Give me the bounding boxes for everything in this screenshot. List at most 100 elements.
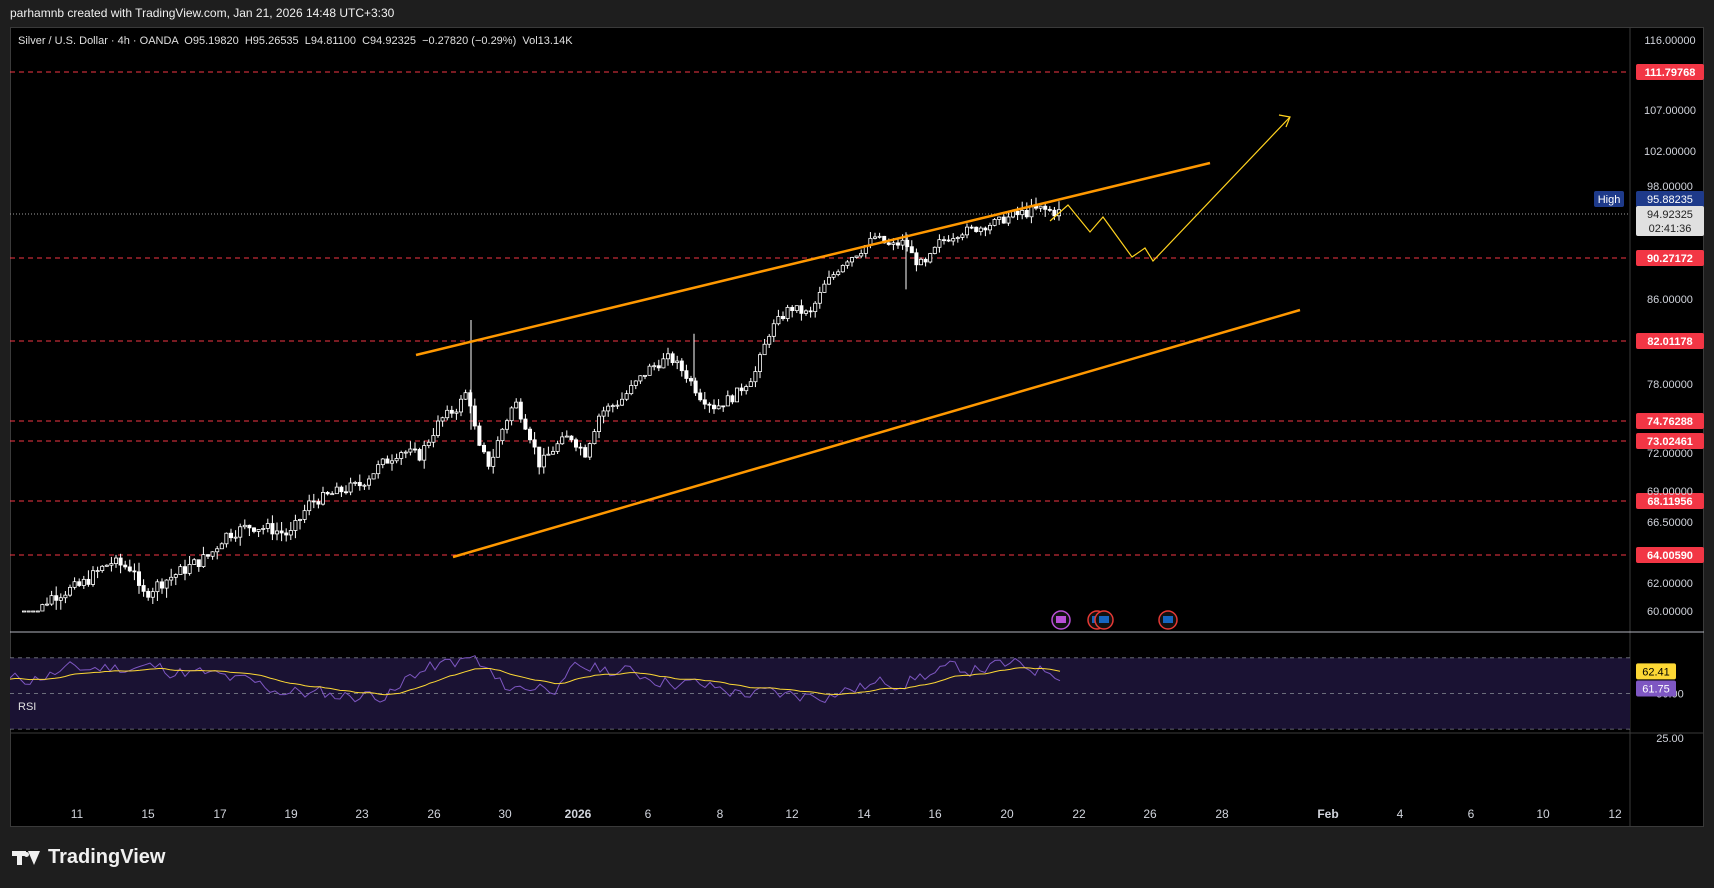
symbol-name[interactable]: Silver / U.S. Dollar · 4h · OANDA <box>18 35 179 47</box>
candle-body <box>877 235 882 238</box>
candle-body <box>873 236 878 239</box>
candle-body <box>942 239 947 242</box>
candle-body <box>307 500 312 512</box>
candle-body <box>325 492 330 495</box>
candle-body <box>454 411 459 414</box>
candle-body <box>1043 205 1048 210</box>
candle-body <box>251 527 256 532</box>
candle-body <box>716 405 721 410</box>
candle-body <box>426 441 431 447</box>
candle-body <box>560 436 565 445</box>
candle-body <box>100 565 105 571</box>
candle-body <box>228 532 233 539</box>
candle-body <box>233 536 238 539</box>
candle-body <box>261 528 266 530</box>
time-axis-tick: 6 <box>1468 807 1475 821</box>
candle-body <box>992 219 997 226</box>
candle-body <box>854 255 859 258</box>
candle-body <box>647 365 652 376</box>
time-axis-tick: 10 <box>1536 807 1550 821</box>
candle-body <box>91 570 96 585</box>
candle-body <box>49 595 54 605</box>
rsi-line <box>10 655 1061 704</box>
rsi-ma-line <box>10 667 1061 696</box>
level-price-tag <box>1636 547 1704 563</box>
candle-body <box>288 530 293 536</box>
candle-body <box>339 486 344 493</box>
candle-body <box>721 405 726 408</box>
candle-body <box>224 532 229 545</box>
candle-body <box>528 428 533 441</box>
candle-body <box>1006 216 1011 224</box>
candle-body <box>804 310 809 314</box>
candle-body <box>817 292 822 304</box>
candle-body <box>850 257 855 263</box>
candle-body <box>597 415 602 432</box>
candle-body <box>955 237 960 239</box>
candle-body <box>247 524 252 529</box>
candle-body <box>270 523 275 535</box>
candle-body <box>983 227 988 231</box>
candle-body <box>978 227 983 232</box>
candle-body <box>739 387 744 392</box>
level-price-tag <box>1636 493 1704 509</box>
rsi-value-label: 61.75 <box>1642 684 1670 696</box>
candle-body <box>532 439 537 448</box>
candle-body <box>196 559 201 567</box>
level-price-tag <box>1636 433 1704 449</box>
candle-body <box>137 571 142 586</box>
candle-body <box>242 524 247 528</box>
candle-body <box>781 316 786 320</box>
candle-body <box>362 484 367 487</box>
candle-body <box>389 460 394 464</box>
time-axis-tick: 26 <box>427 807 441 821</box>
candle-body <box>150 591 155 598</box>
candle-body <box>219 543 224 550</box>
time-axis-tick: 19 <box>284 807 298 821</box>
candle-body <box>504 420 509 430</box>
price-axis-tick: 66.50000 <box>1647 517 1693 529</box>
candle-body <box>794 305 799 312</box>
candle-body <box>123 564 128 568</box>
channel-lower-line <box>452 308 1301 559</box>
current-price-tag <box>1636 206 1704 236</box>
price-axis-tick: 116.00000 <box>1644 35 1695 47</box>
time-axis-tick: 20 <box>1000 807 1014 821</box>
candle-body <box>886 242 891 245</box>
candle-body <box>45 603 50 606</box>
candle-body <box>785 306 790 320</box>
us-flag-icon <box>1163 616 1173 623</box>
candle-body <box>238 526 243 538</box>
candle-body <box>77 581 82 586</box>
candle-body <box>187 564 192 574</box>
high-title-tag <box>1594 191 1624 207</box>
candle-body <box>808 310 813 313</box>
price-change: −0.27820 (−0.29%) <box>422 35 517 47</box>
candle-body <box>919 258 924 266</box>
candle-body <box>435 420 440 436</box>
candle-body <box>896 242 901 246</box>
candle-body <box>583 447 588 458</box>
candle-body <box>72 581 77 588</box>
candle-body <box>610 405 615 408</box>
chart-canvas[interactable]: 111.79768 90.27172 82.01178 74.76288 73.0246… <box>10 27 1704 827</box>
candle-body <box>551 451 556 455</box>
candles <box>21 197 1062 613</box>
candle-body <box>320 492 325 505</box>
candle-body <box>159 581 164 589</box>
candle-body <box>445 409 450 419</box>
candle-body <box>343 491 348 494</box>
candle-body <box>500 428 505 442</box>
level-price-tag <box>1636 413 1704 429</box>
candle-body <box>707 403 712 406</box>
candle-body <box>606 405 611 412</box>
candle-body <box>689 378 694 382</box>
candle-body <box>900 239 905 246</box>
rsi-pane-label[interactable]: RSI <box>18 701 37 713</box>
price-axis-tick: 107.00000 <box>1644 105 1696 117</box>
candle-body <box>408 448 413 453</box>
candle-body <box>564 435 569 438</box>
candle-body <box>256 529 261 532</box>
candle-body <box>178 566 183 575</box>
candle-body <box>169 576 174 581</box>
